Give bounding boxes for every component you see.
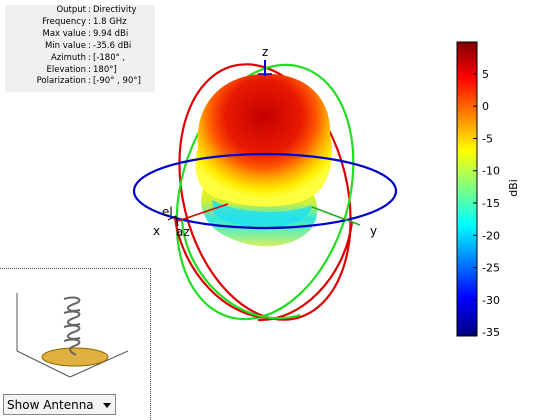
radiation-pattern [195, 73, 332, 247]
colorbar-tick-label: 0 [482, 100, 489, 113]
antenna-inset-view [0, 268, 151, 420]
ground-plane [41, 347, 109, 367]
info-key: Polarization [36, 76, 86, 87]
info-key: Output [56, 5, 86, 15]
azimuth-circle [132, 152, 398, 230]
colorbar-tick-label: 5 [482, 68, 489, 81]
info-key: Min value [44, 40, 86, 51]
colorbar-tick-label: -15 [482, 197, 500, 210]
axis-label-el: el [162, 205, 173, 219]
info-row-polarization: Polarization: [-90° , 90°] [5, 76, 155, 88]
elevation-circle-green-front [180, 219, 301, 320]
info-key: Frequency [42, 16, 86, 27]
info-key: Azimuth [50, 52, 86, 63]
info-value: 1.8 GHz [93, 16, 127, 27]
colorbar: 5 0 -5 -10 -15 -20 -25 -30 -35 dBi [456, 41, 520, 339]
colorbar-tick-label: -20 [482, 229, 500, 242]
info-row-elevation: Elevation:180°] [5, 65, 155, 77]
info-value: [-90° , 90°] [93, 76, 141, 87]
axis-label-x: x [153, 224, 160, 238]
elevation-circle-green [175, 63, 355, 321]
lower-lobe-band [212, 200, 312, 228]
show-antenna-dropdown-value: Show Antenna [7, 397, 94, 412]
chevron-down-icon[interactable] [103, 403, 111, 408]
colorbar-label: dBi [507, 179, 520, 197]
info-value: Directivity [93, 5, 137, 15]
axis-label-y: y [370, 224, 377, 238]
info-key: Elevation [46, 64, 86, 75]
axes-indicator: z x y el az [153, 45, 377, 239]
pattern-info-panel: Output: Directivity Frequency:1.8 GHz Max… [5, 5, 155, 92]
colorbar-gradient [456, 41, 478, 337]
helix-antenna [63, 296, 81, 356]
colorbar-tick-label: -5 [482, 132, 493, 145]
colorbar-tick-label: -25 [482, 262, 500, 275]
info-value: -35.6 dBi [93, 40, 132, 51]
info-row-azimuth: Azimuth: [-180° , [5, 53, 155, 65]
colorbar-tick-label: -35 [482, 326, 500, 339]
info-value: [-180° , [93, 52, 126, 63]
info-key: Max value [42, 28, 87, 39]
info-row-min: Min value: -35.6 dBi [5, 41, 155, 53]
main-lobe [195, 73, 332, 207]
antenna-geometry-view [16, 293, 129, 378]
colorbar-tick-label: -30 [482, 294, 500, 307]
info-row-frequency: Frequency:1.8 GHz [5, 17, 155, 29]
axis-label-az: az [176, 225, 190, 239]
show-antenna-dropdown[interactable]: Show Antenna [3, 394, 116, 415]
elevation-circle-red [178, 63, 352, 321]
info-value: 180°] [93, 64, 117, 75]
axis-label-z: z [262, 45, 268, 59]
info-row-output: Output: Directivity [5, 5, 155, 17]
colorbar-tick-label: -10 [482, 165, 500, 178]
info-value: 9.94 dBi [93, 28, 129, 39]
info-row-max: Max value:9.94 dBi [5, 29, 155, 41]
